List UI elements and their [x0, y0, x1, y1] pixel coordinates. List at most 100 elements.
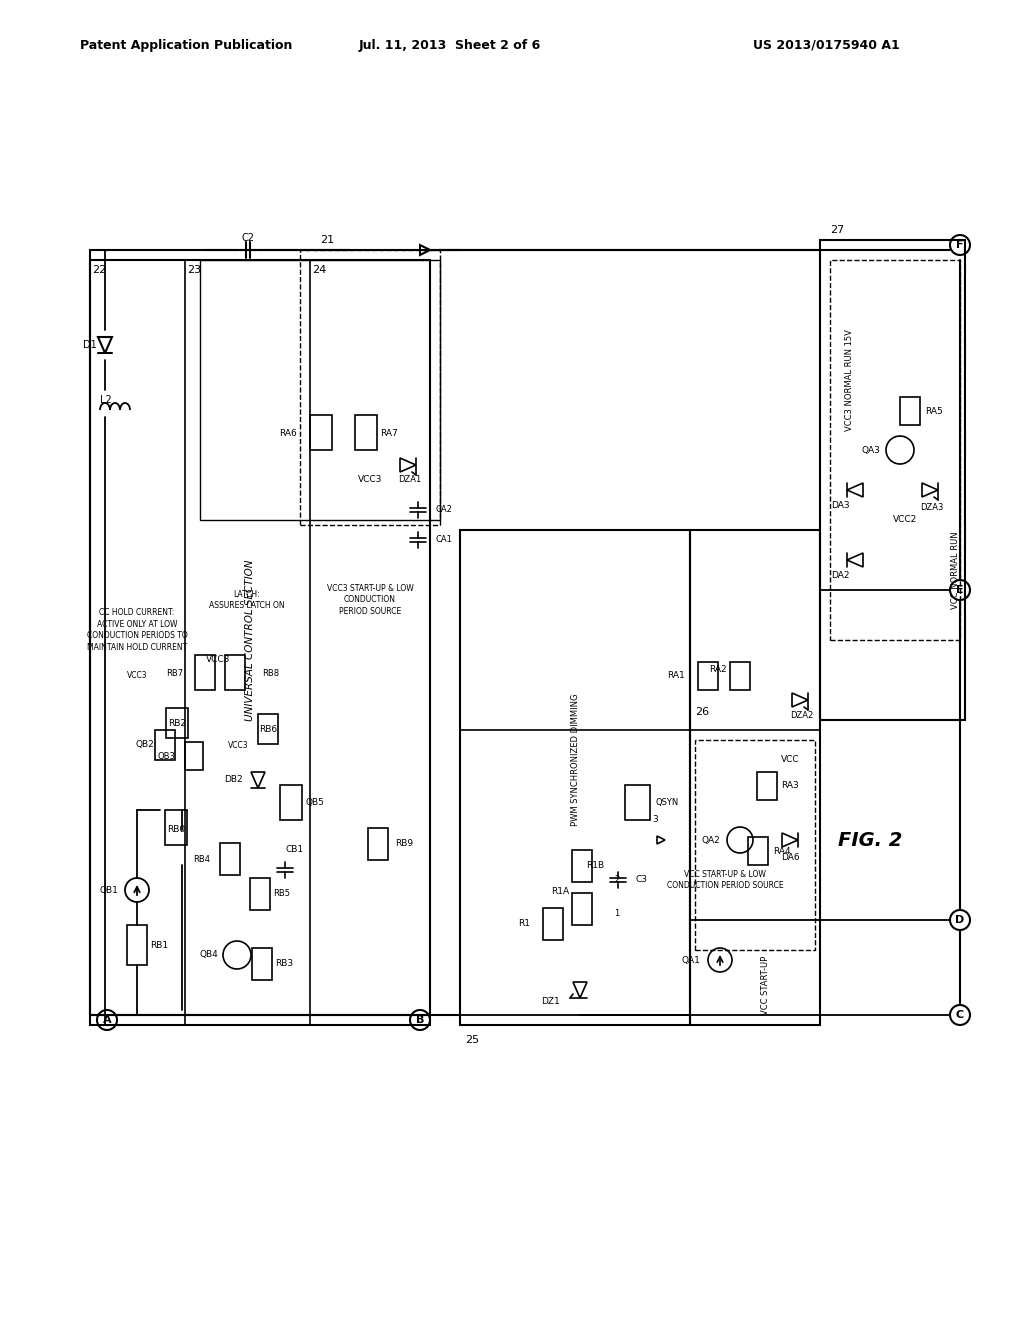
Text: RB4: RB4 [193, 854, 210, 863]
Bar [310, 414, 332, 450]
Text: VCC: VCC [780, 755, 800, 764]
Text: US 2013/0175940 A1: US 2013/0175940 A1 [754, 38, 900, 51]
Bar [820, 240, 965, 719]
Text: A: A [102, 1015, 112, 1026]
Bar [748, 837, 768, 865]
Text: C3: C3 [635, 875, 647, 884]
Text: RB9: RB9 [395, 840, 413, 849]
Bar [127, 925, 147, 965]
Bar [258, 714, 278, 744]
Text: UNIVERSAL CONTROL SECTION: UNIVERSAL CONTROL SECTION [245, 560, 255, 721]
Text: QSYN: QSYN [655, 799, 678, 808]
Text: CA2: CA2 [435, 506, 452, 515]
Text: VCC3: VCC3 [127, 671, 147, 680]
Text: RB0: RB0 [167, 825, 185, 834]
Text: QB4: QB4 [200, 950, 218, 960]
Text: PWM SYNCHRONIZED DIMMING: PWM SYNCHRONIZED DIMMING [570, 694, 580, 826]
Polygon shape [657, 836, 665, 843]
Text: RA2: RA2 [710, 665, 727, 675]
Text: 2: 2 [614, 875, 620, 884]
Bar [757, 772, 777, 800]
Text: B: B [416, 1015, 424, 1026]
Text: QA3: QA3 [861, 446, 880, 454]
Text: 27: 27 [830, 224, 844, 235]
Text: QA1: QA1 [681, 956, 700, 965]
Text: QA2: QA2 [701, 836, 720, 845]
Text: DZ1: DZ1 [542, 998, 560, 1006]
Bar [195, 655, 215, 690]
Bar [225, 655, 245, 690]
Bar [690, 531, 820, 1026]
Text: 25: 25 [465, 1035, 479, 1045]
Text: VCC3: VCC3 [206, 656, 230, 664]
Bar [355, 414, 377, 450]
Text: DZA1: DZA1 [398, 475, 422, 484]
Bar [572, 850, 592, 882]
Bar [165, 810, 187, 845]
Bar [698, 663, 718, 690]
Text: 24: 24 [312, 265, 327, 275]
Text: R1: R1 [518, 920, 530, 928]
Text: DA2: DA2 [830, 570, 849, 579]
Text: QB5: QB5 [305, 799, 324, 808]
Bar [250, 878, 270, 909]
Text: VCC START-UP: VCC START-UP [761, 956, 769, 1015]
Bar [200, 260, 440, 520]
Text: FIG. 2: FIG. 2 [838, 830, 902, 850]
Text: R1A: R1A [551, 887, 569, 896]
Text: RB5: RB5 [273, 890, 290, 899]
Text: RA3: RA3 [781, 781, 799, 791]
Bar [220, 843, 240, 875]
Text: QB3: QB3 [157, 751, 175, 760]
Text: VCC3 START-UP & LOW
CONDUCTION
PERIOD SOURCE: VCC3 START-UP & LOW CONDUCTION PERIOD SO… [327, 583, 414, 616]
Text: 3: 3 [652, 816, 657, 825]
Text: R1B: R1B [586, 862, 604, 870]
Text: CB1: CB1 [286, 846, 304, 854]
Bar [280, 785, 302, 820]
Text: C: C [956, 1010, 964, 1020]
Text: RB1: RB1 [150, 940, 168, 949]
Bar [543, 908, 563, 940]
Bar [90, 260, 430, 1026]
Bar [252, 948, 272, 979]
Bar [572, 894, 592, 925]
Text: 1: 1 [614, 908, 620, 917]
Text: RA6: RA6 [280, 429, 297, 437]
Bar [460, 531, 690, 1026]
Text: RA4: RA4 [773, 846, 791, 855]
Text: 23: 23 [187, 265, 201, 275]
Bar [695, 741, 815, 950]
Text: RB2: RB2 [168, 718, 186, 727]
Text: CC HOLD CURRENT:
ACTIVE ONLY AT LOW
CONDUCTION PERIODS TO
MAINTAIN HOLD CURRENT: CC HOLD CURRENT: ACTIVE ONLY AT LOW COND… [87, 607, 187, 652]
Text: DA6: DA6 [780, 854, 800, 862]
Text: RA7: RA7 [380, 429, 397, 437]
Text: RA5: RA5 [925, 407, 943, 416]
Text: E: E [956, 585, 964, 595]
Text: 22: 22 [92, 265, 106, 275]
Text: CA1: CA1 [435, 536, 452, 544]
Text: QB1: QB1 [99, 886, 118, 895]
Text: 26: 26 [695, 708, 710, 717]
Polygon shape [420, 246, 430, 255]
Text: VCC3: VCC3 [227, 741, 248, 750]
Text: DZA2: DZA2 [791, 710, 814, 719]
Bar [185, 742, 203, 770]
Text: RB3: RB3 [275, 960, 293, 969]
Text: LATCH:
ASSURES LATCH ON: LATCH: ASSURES LATCH ON [209, 590, 285, 610]
Text: DB2: DB2 [224, 776, 243, 784]
Text: RB6: RB6 [259, 726, 278, 734]
Bar [300, 249, 440, 525]
Bar [900, 397, 920, 425]
Text: RB7: RB7 [166, 668, 183, 677]
Text: VCC NORMAL RUN: VCC NORMAL RUN [950, 531, 959, 609]
Text: QB2: QB2 [135, 741, 154, 750]
Text: Jul. 11, 2013  Sheet 2 of 6: Jul. 11, 2013 Sheet 2 of 6 [358, 38, 541, 51]
Text: D1: D1 [83, 341, 97, 350]
Text: F: F [956, 240, 964, 249]
Text: Patent Application Publication: Patent Application Publication [80, 38, 293, 51]
Text: VCC3 NORMAL RUN 15V: VCC3 NORMAL RUN 15V [846, 329, 854, 430]
Text: 21: 21 [319, 235, 334, 246]
Text: VCC START-UP & LOW
CONDUCTION PERIOD SOURCE: VCC START-UP & LOW CONDUCTION PERIOD SOU… [667, 870, 783, 890]
Bar [830, 260, 961, 640]
Text: L2: L2 [100, 395, 112, 405]
